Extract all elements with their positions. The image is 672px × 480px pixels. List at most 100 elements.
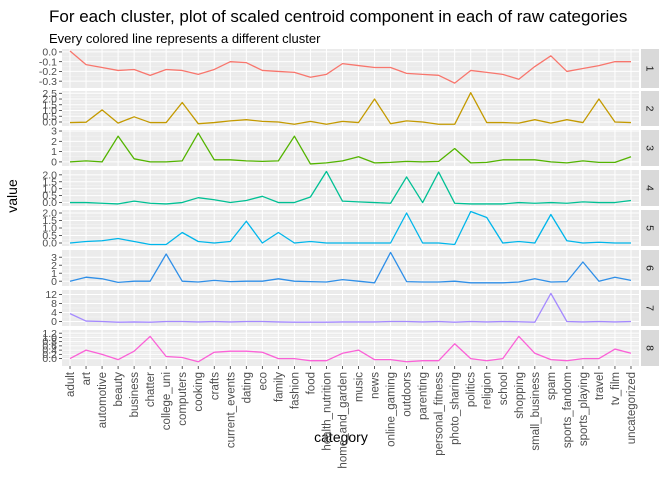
facet-strip <box>641 49 659 88</box>
y-tick-label: 0.5 <box>42 111 57 123</box>
y-tick-label: 0.5 <box>42 190 57 202</box>
facet-panel-5: 0.00.51.01.52.0 5 <box>42 208 659 250</box>
y-tick-label: 1.0 <box>42 332 57 344</box>
x-tick-label: tv_film <box>610 372 622 405</box>
y-tick-label: 0.4 <box>42 345 57 357</box>
y-tick-label: -0.3 <box>39 76 57 88</box>
panel-background <box>62 130 639 166</box>
y-tick-label: 1.0 <box>42 223 57 235</box>
x-tick-label: sports_fandom <box>562 372 574 448</box>
x-tick-label: school <box>498 372 510 405</box>
x-tick-label: health_nutrition <box>321 372 333 451</box>
x-tick-label: art <box>81 371 93 385</box>
facet-strip-label: 5 <box>644 225 656 231</box>
facet-panel-2: 0.00.51.01.52.02.5 2 <box>42 88 659 129</box>
series-line-cluster-6 <box>69 251 632 284</box>
y-tick-label: -0.2 <box>39 66 57 78</box>
chart-subtitle: Every colored line represents a differen… <box>49 31 321 46</box>
facet-strip <box>641 290 659 326</box>
x-tick-label: personal_fitness <box>434 372 446 456</box>
y-tick-label: 12 <box>45 289 57 301</box>
panel-background <box>62 49 639 88</box>
y-tick-label: 0 <box>51 156 57 168</box>
x-axis-ticks: adult art automotive beauty business chatter c… <box>65 366 638 469</box>
facet-strip-label: 7 <box>644 305 656 311</box>
y-tick-label: 1.5 <box>42 176 57 188</box>
series-line-cluster-2 <box>69 92 632 125</box>
x-tick-label: dating <box>241 372 253 403</box>
y-axis-title: value <box>4 179 20 213</box>
facet-panel-1: -0.3-0.2-0.10.0 1 <box>39 47 659 88</box>
y-tick-label: 4 <box>51 307 57 319</box>
x-tick-label: sports_playing <box>578 372 590 446</box>
facet-strip-label: 6 <box>644 265 656 271</box>
x-tick-label: parenting <box>418 372 430 420</box>
y-tick-label: 2 <box>51 136 57 148</box>
x-tick-label: spam <box>546 372 558 400</box>
y-tick-label: 0.0 <box>42 353 57 365</box>
y-tick-label: 0.0 <box>42 117 57 129</box>
x-tick-label: current_events <box>225 372 237 448</box>
series-line-cluster-5 <box>69 210 631 246</box>
y-tick-label: 0.0 <box>42 238 57 250</box>
y-tick-label: 0.0 <box>42 47 57 59</box>
y-tick-label: 1 <box>51 268 57 280</box>
facet-strip-label: 1 <box>644 66 656 72</box>
y-tick-label: 0 <box>51 316 57 328</box>
x-tick-label: crafts <box>209 372 221 400</box>
facet-strip-label: 3 <box>644 145 656 151</box>
panel-background <box>62 170 639 206</box>
facet-strip-label: 4 <box>644 185 656 191</box>
y-tick-label: 2.5 <box>42 88 57 100</box>
x-tick-label: news <box>370 372 382 399</box>
panel-background <box>62 91 639 126</box>
x-tick-label: photo_sharing <box>450 372 462 445</box>
x-tick-label: eco <box>257 372 269 391</box>
x-tick-label: cooking <box>193 372 205 412</box>
x-tick-label: travel <box>594 372 606 400</box>
y-tick-label: 8 <box>51 298 57 310</box>
facet-strip <box>641 130 659 166</box>
series-line-cluster-8 <box>69 335 632 363</box>
y-tick-label: 1.5 <box>42 99 57 111</box>
facet-panel-4: 0.00.51.01.52.0 4 <box>42 169 659 209</box>
x-tick-label: online_gaming <box>386 372 398 447</box>
series-line-cluster-3 <box>69 132 632 165</box>
facet-strip <box>641 330 659 366</box>
y-tick-label: 1.0 <box>42 183 57 195</box>
series-line-cluster-7 <box>69 292 632 323</box>
y-tick-label: 1.5 <box>42 215 57 227</box>
facet-strip <box>641 91 659 126</box>
x-tick-label: music <box>354 372 366 402</box>
x-tick-label: beauty <box>113 372 125 407</box>
y-tick-label: 0.8 <box>42 336 57 348</box>
x-tick-label: small_business <box>530 372 542 451</box>
x-tick-label: home_and_garden <box>337 372 349 469</box>
x-tick-label: adult <box>65 371 77 397</box>
y-tick-label: 1 <box>51 146 57 158</box>
facet-strip-label: 2 <box>644 106 656 112</box>
y-tick-label: 2.0 <box>42 208 57 220</box>
x-tick-label: chatter <box>145 372 157 407</box>
x-tick-label: fashion <box>289 372 301 409</box>
x-tick-label: automotive <box>97 372 109 428</box>
y-tick-label: 0.5 <box>42 230 57 242</box>
x-tick-label: uncategorized <box>626 372 638 444</box>
y-tick-label: -0.1 <box>39 56 57 68</box>
facet-strip-label: 8 <box>644 345 656 351</box>
y-tick-label: 2.0 <box>42 169 57 181</box>
x-tick-label: politics <box>466 372 478 407</box>
x-tick-label: shopping <box>514 372 526 419</box>
x-tick-label: computers <box>177 372 189 426</box>
facet-strip <box>641 250 659 286</box>
facet-panel-8: 0.00.20.40.60.81.01.2 8 <box>42 328 659 366</box>
y-tick-label: 0.2 <box>42 349 57 361</box>
y-tick-label: 2 <box>51 260 57 272</box>
chart-title: For each cluster, plot of scaled centroi… <box>49 7 627 26</box>
series-line-cluster-1 <box>69 50 631 84</box>
x-tick-label: outdoors <box>402 372 414 417</box>
